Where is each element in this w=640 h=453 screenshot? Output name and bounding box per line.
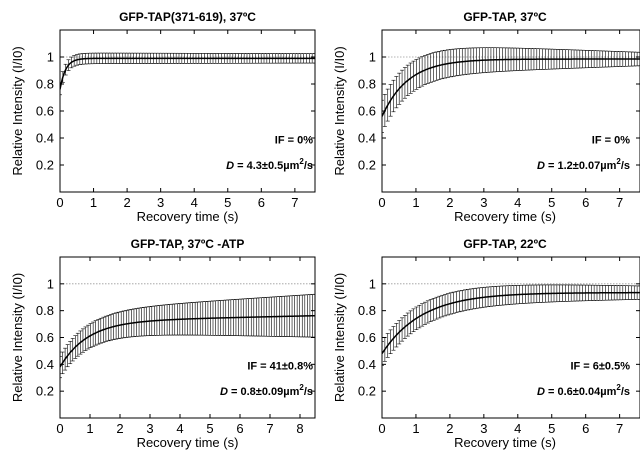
panel-4: 0 1 2 3 4 5 6 7 0.2 0.4 0.6 0.8 1 GFP-TAP, 22ºC Recove… xyxy=(332,237,640,450)
immobile-fraction-label: IF = 0% xyxy=(592,134,630,146)
x-tick-label: 5 xyxy=(548,195,555,210)
x-tick-label: 3 xyxy=(157,195,164,210)
y-axis-label: Relative Intensity (I/I0) xyxy=(332,273,347,402)
panel-1: 0 1 2 3 4 5 6 7 0.2 0.4 0.6 0.8 1 GFP-TAP(371-619), 3… xyxy=(10,10,316,224)
series-group xyxy=(60,293,315,379)
series-group xyxy=(382,47,640,133)
immobile-fraction-label: IF = 41±0.8% xyxy=(247,361,313,373)
y-tick-label: 0.6 xyxy=(36,104,54,119)
mean-recovery-line xyxy=(60,57,315,90)
x-axis-label: Recovery time (s) xyxy=(137,435,239,450)
panel-2: 0 1 2 3 4 5 6 7 0.2 0.4 0.6 0.8 1 GFP-TAP, 37ºC Recove… xyxy=(332,10,640,224)
x-tick-label: 2 xyxy=(446,421,453,436)
y-axis-label: Relative Intensity (I/I0) xyxy=(10,46,25,175)
x-tick-label: 2 xyxy=(116,421,123,436)
y-tick-label: 0.2 xyxy=(36,158,54,173)
x-tick-label: 3 xyxy=(480,421,487,436)
y-axis-label: Relative Intensity (I/I0) xyxy=(332,46,347,175)
x-tick-label: 0 xyxy=(56,195,63,210)
y-tick-label: 0.4 xyxy=(36,357,54,372)
x-axis-label: Recovery time (s) xyxy=(454,209,556,224)
x-tick-label: 5 xyxy=(224,195,231,210)
x-tick-label: 1 xyxy=(90,195,97,210)
series-group xyxy=(382,284,640,366)
series-group xyxy=(60,52,315,96)
y-tick-label: 0.6 xyxy=(358,104,376,119)
x-tick-label: 6 xyxy=(236,421,243,436)
mean-recovery-line xyxy=(60,314,315,368)
x-tick-label: 6 xyxy=(258,195,265,210)
x-tick-label: 2 xyxy=(446,195,453,210)
x-tick-label: 2 xyxy=(123,195,130,210)
x-tick-label: 5 xyxy=(548,421,555,436)
y-tick-label: 0.8 xyxy=(358,303,376,318)
x-tick-label: 3 xyxy=(480,195,487,210)
x-tick-label: 7 xyxy=(616,421,623,436)
y-tick-label: 0.4 xyxy=(358,131,376,146)
x-tick-label: 1 xyxy=(86,421,93,436)
y-tick-label: 1 xyxy=(47,50,54,65)
panel-title: GFP-TAP, 37ºC -ATP xyxy=(131,237,245,251)
x-tick-label: 0 xyxy=(56,421,63,436)
x-tick-label: 1 xyxy=(412,195,419,210)
y-tick-label: 0.2 xyxy=(36,384,54,399)
diffusion-coefficient-label: D = 1.2±0.07µm2/s xyxy=(537,157,630,172)
x-tick-label: 1 xyxy=(412,421,419,436)
panel-3: 0 1 2 3 4 5 6 7 8 0.2 0.4 0.6 0.8 1 GFP-TAP, 37ºC -ATP… xyxy=(10,237,316,450)
y-tick-label: 1 xyxy=(369,50,376,65)
x-tick-label: 4 xyxy=(176,421,183,436)
x-tick-label: 6 xyxy=(582,421,589,436)
panel-title: GFP-TAP(371-619), 37ºC xyxy=(119,10,256,24)
x-tick-label: 7 xyxy=(616,195,623,210)
x-tick-label: 7 xyxy=(266,421,273,436)
y-tick-label: 0.8 xyxy=(36,77,54,92)
y-tick-label: 0.4 xyxy=(358,357,376,372)
y-tick-label: 0.2 xyxy=(358,158,376,173)
diffusion-coefficient-label: D = 4.3±0.5µm2/s xyxy=(226,157,313,172)
y-tick-label: 0.8 xyxy=(358,77,376,92)
y-tick-label: 1 xyxy=(369,276,376,291)
y-tick-label: 0.8 xyxy=(36,303,54,318)
x-tick-label: 6 xyxy=(582,195,589,210)
immobile-fraction-label: IF = 0% xyxy=(275,134,313,146)
mean-recovery-line xyxy=(382,291,640,355)
mean-recovery-line xyxy=(382,58,640,117)
x-tick-label: 8 xyxy=(296,421,303,436)
x-tick-label: 4 xyxy=(191,195,198,210)
y-tick-label: 0.4 xyxy=(36,131,54,146)
x-tick-label: 0 xyxy=(378,421,385,436)
y-axis-label: Relative Intensity (I/I0) xyxy=(10,273,25,402)
x-tick-label: 7 xyxy=(291,195,298,210)
x-tick-label: 4 xyxy=(514,195,521,210)
diffusion-coefficient-label: D = 0.6±0.04µm2/s xyxy=(537,383,630,398)
x-tick-label: 5 xyxy=(206,421,213,436)
immobile-fraction-label: IF = 6±0.5% xyxy=(570,361,630,373)
x-tick-label: 3 xyxy=(146,421,153,436)
x-tick-label: 4 xyxy=(514,421,521,436)
diffusion-coefficient-label: D = 0.8±0.09µm2/s xyxy=(220,383,313,398)
y-tick-label: 1 xyxy=(47,276,54,291)
x-axis-label: Recovery time (s) xyxy=(137,209,239,224)
y-tick-label: 0.2 xyxy=(358,384,376,399)
panel-title: GFP-TAP, 37ºC xyxy=(463,10,547,24)
x-axis-label: Recovery time (s) xyxy=(454,435,556,450)
panel-title: GFP-TAP, 22ºC xyxy=(463,237,547,251)
y-tick-label: 0.6 xyxy=(358,330,376,345)
x-tick-label: 0 xyxy=(378,195,385,210)
y-tick-label: 0.6 xyxy=(36,330,54,345)
